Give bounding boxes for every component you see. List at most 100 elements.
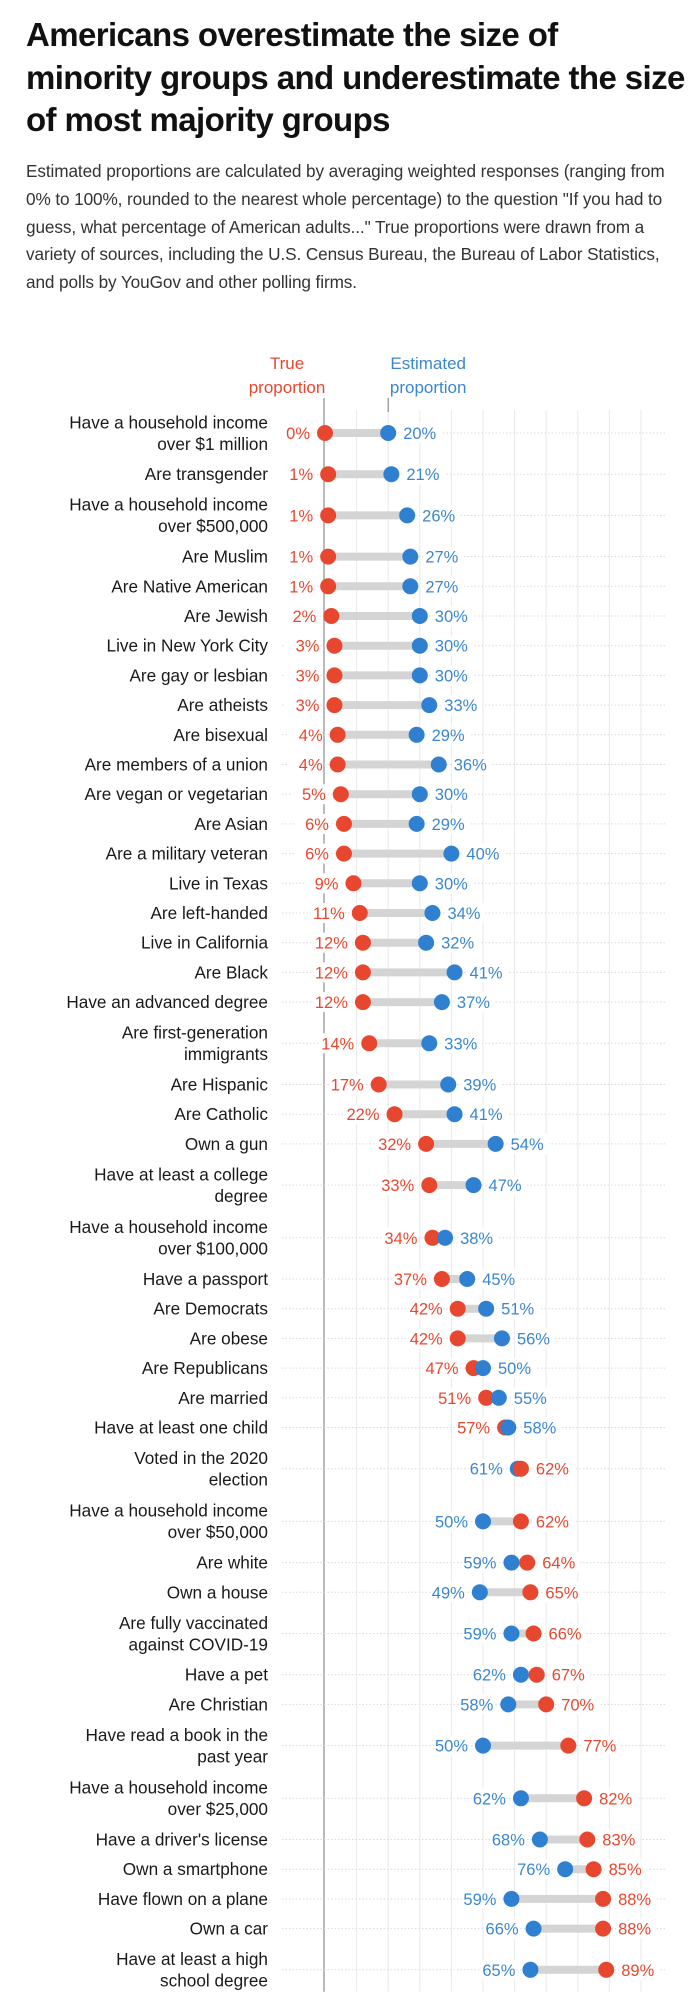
true-value-label: 11% xyxy=(313,905,345,923)
estimated-value-label: 62% xyxy=(473,1667,506,1685)
value-label-bg xyxy=(533,1511,574,1532)
row-label: Have flown on a plane xyxy=(98,1889,268,1909)
value-label-bg xyxy=(279,505,314,526)
legend-true-line2: proportion xyxy=(249,378,326,397)
value-label-bg xyxy=(279,546,314,567)
chart-row: Have a household income over $100,000 34% 3… xyxy=(69,1217,499,1259)
value-label-bg xyxy=(285,665,320,686)
value-label-bg xyxy=(616,1918,657,1939)
estimated-value-label: 40% xyxy=(466,846,499,864)
row-label-line: Live in California xyxy=(141,933,269,953)
estimated-proportion-dot xyxy=(421,697,438,714)
true-value-label: 1% xyxy=(289,507,313,525)
true-value-label: 89% xyxy=(621,1962,654,1980)
value-label-bg xyxy=(345,1104,380,1125)
legend: True proportion Estimated proportion xyxy=(249,354,466,412)
estimated-value-label: 59% xyxy=(463,1891,496,1909)
estimated-proportion-dot xyxy=(471,1584,488,1601)
row-label-line: Are Native American xyxy=(111,576,268,596)
value-label-bg xyxy=(549,1664,590,1685)
chart-row: Live in New York City 3% 30% xyxy=(107,635,473,656)
estimated-value-label: 62% xyxy=(473,1790,506,1808)
value-label-bg xyxy=(451,754,492,775)
row-label-line: Are Catholic xyxy=(174,1104,268,1124)
row-label: Are left-handed xyxy=(150,903,268,923)
row-label-line: Own a gun xyxy=(185,1134,268,1154)
estimated-value-label: 29% xyxy=(432,727,465,745)
true-proportion-dot xyxy=(528,1666,545,1683)
row-label: Are Catholic xyxy=(174,1104,268,1124)
estimated-proportion-dot xyxy=(380,425,397,441)
row-label-line: Are married xyxy=(178,1388,268,1408)
true-value-label: 88% xyxy=(618,1891,651,1909)
value-label-bg xyxy=(294,843,329,864)
chart-row: Are Catholic 22% 41% xyxy=(174,1104,508,1125)
row-label: Have a household income over $50,000 xyxy=(69,1501,268,1543)
estimated-proportion-dot xyxy=(421,1035,438,1052)
chart-row: Have a household income over $1 million 0%… xyxy=(69,412,442,454)
true-proportion-dot xyxy=(329,756,346,773)
row-label: Live in California xyxy=(141,933,269,953)
value-label-bg xyxy=(606,1859,647,1880)
true-proportion-dot xyxy=(538,1696,555,1713)
true-value-label: 3% xyxy=(296,667,320,685)
estimated-proportion-dot xyxy=(443,845,460,862)
row-label: Are married xyxy=(178,1388,268,1408)
true-value-label: 32% xyxy=(378,1136,411,1154)
chart-row: Have at least a college degree 33% 47% xyxy=(94,1164,527,1206)
true-value-label: 42% xyxy=(410,1330,443,1348)
value-label-bg xyxy=(521,1417,562,1438)
chart-row: Are Hispanic 17% 39% xyxy=(171,1074,502,1095)
chart-rows: Have a household income over $1 million 0%… xyxy=(66,412,660,1991)
estimated-value-label: 27% xyxy=(425,549,458,567)
row-label: Own a gun xyxy=(185,1134,268,1154)
estimated-proportion-dot xyxy=(478,1300,495,1317)
value-label-bg xyxy=(392,1269,427,1289)
row-label: Have read a book in the past year xyxy=(86,1725,269,1767)
row-label: Are a military veteran xyxy=(106,844,268,864)
true-proportion-dot xyxy=(326,637,343,654)
estimated-value-label: 34% xyxy=(447,905,480,923)
true-value-label: 66% xyxy=(549,1626,582,1644)
row-label: Are Native American xyxy=(111,576,268,596)
chart-row: Have a household income over $50,000 50% 62… xyxy=(69,1501,574,1543)
true-proportion-dot xyxy=(595,1890,612,1907)
true-proportion-dot xyxy=(354,934,371,951)
row-label-line: over $25,000 xyxy=(168,1799,268,1819)
true-value-label: 3% xyxy=(296,697,320,715)
value-label-bg xyxy=(430,1582,465,1603)
value-label-bg xyxy=(597,1788,638,1809)
legend-true-line1: True xyxy=(270,354,304,373)
value-label-bg xyxy=(543,1582,584,1603)
value-label-bg xyxy=(471,1788,506,1809)
estimated-value-label: 30% xyxy=(435,608,468,626)
row-label: Are members of a union xyxy=(85,755,268,775)
value-label-bg xyxy=(456,1417,491,1438)
row-label-line: Have a household income xyxy=(69,1778,268,1798)
chart-row: Are Asian 6% 29% xyxy=(194,813,470,834)
value-label-bg xyxy=(540,1552,581,1573)
estimated-value-label: 56% xyxy=(517,1330,550,1348)
row-label: Are Christian xyxy=(169,1694,268,1714)
true-value-label: 1% xyxy=(289,466,313,484)
true-value-label: 1% xyxy=(289,578,313,596)
true-proportion-dot xyxy=(585,1861,602,1878)
row-label: Have an advanced degree xyxy=(66,992,268,1012)
chart-row: Own a house 49% 65% xyxy=(167,1582,584,1603)
value-label-bg xyxy=(432,635,473,656)
row-label: Have a driver's license xyxy=(96,1830,268,1850)
true-value-label: 6% xyxy=(305,846,329,864)
row-label-line: Are members of a union xyxy=(85,755,268,775)
row-label-line: Own a car xyxy=(190,1919,269,1939)
row-label: Are Muslim xyxy=(182,547,268,567)
estimated-proportion-dot xyxy=(512,1790,529,1807)
true-proportion-dot xyxy=(512,1460,529,1477)
estimated-proportion-dot xyxy=(437,1229,454,1246)
chart-row: Have a driver's license 68% 83% xyxy=(96,1829,641,1850)
chart-row: Are Republicans 47% 50% xyxy=(142,1358,536,1379)
value-label-bg xyxy=(462,1623,497,1644)
value-label-bg xyxy=(514,1328,555,1349)
value-label-bg xyxy=(546,1623,587,1644)
true-value-label: 88% xyxy=(618,1921,651,1939)
true-proportion-dot xyxy=(354,994,371,1011)
